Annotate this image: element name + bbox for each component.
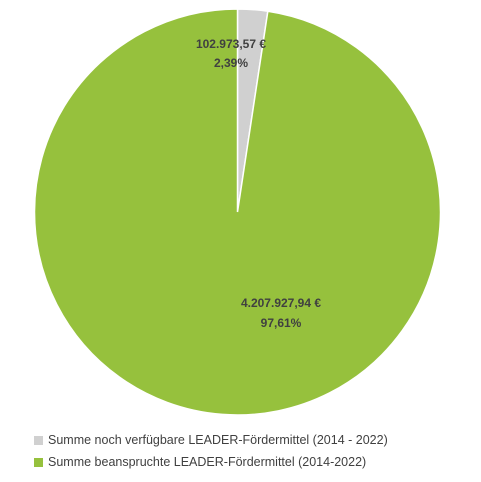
legend-label-available: Summe noch verfügbare LEADER-Fördermitte… bbox=[48, 433, 388, 447]
legend-item-available: Summe noch verfügbare LEADER-Fördermitte… bbox=[34, 430, 474, 450]
data-label-percent-used: 97,61% bbox=[261, 316, 302, 330]
chart-legend: Summe noch verfügbare LEADER-Fördermitte… bbox=[34, 430, 474, 474]
pie-slice-used bbox=[33, 8, 442, 416]
legend-swatch-used bbox=[34, 457, 43, 467]
pie-slices bbox=[33, 8, 442, 416]
legend-item-used: Summe beanspruchte LEADER-Fördermittel (… bbox=[34, 452, 474, 472]
data-label-percent-available: 2,39% bbox=[214, 56, 248, 70]
pie-chart-svg: 102.973,57 € 2,39% 4.207.927,94 € 97,61% bbox=[33, 8, 442, 416]
data-label-amount-available: 102.973,57 € bbox=[196, 37, 266, 51]
legend-swatch-available bbox=[34, 435, 43, 445]
pie-data-labels: 102.973,57 € 2,39% 4.207.927,94 € 97,61% bbox=[196, 37, 321, 330]
legend-label-used: Summe beanspruchte LEADER-Fördermittel (… bbox=[48, 455, 367, 469]
data-label-amount-used: 4.207.927,94 € bbox=[241, 296, 321, 310]
